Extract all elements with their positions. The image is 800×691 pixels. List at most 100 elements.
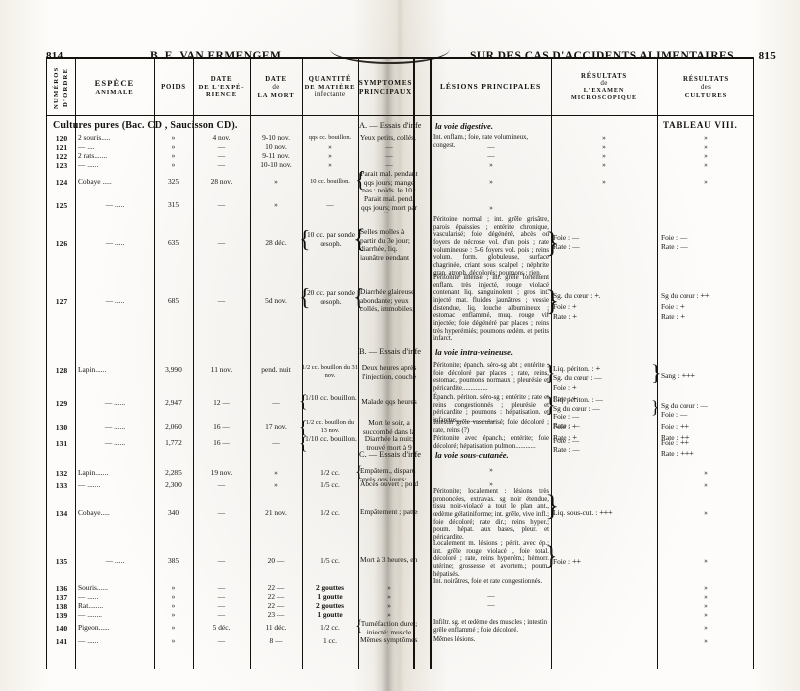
cell-date-exp: — [217, 296, 226, 305]
cell-date-mort: 28 déc. [265, 238, 287, 247]
cell-cultures: » [704, 556, 708, 565]
cell-microscopique: » [602, 133, 606, 142]
table-row: 140 [55, 624, 68, 633]
cell-poids: 340 [167, 508, 180, 517]
cell-microscopique: Foie : ++ [553, 556, 581, 566]
cell-lesions: Mêmes lésions. [433, 636, 476, 643]
cell-date-mort: pend. nuit [261, 365, 291, 374]
header-cultures: RÉSULTATS des CULTURES [683, 76, 729, 99]
table-row: 123 [55, 161, 68, 170]
section-cultures-pures: Cultures pures (Bac. CD , Saucisson CD). [53, 120, 238, 131]
cell-lesions: Infiltr. sg. et œdème des muscles ; inte… [433, 619, 548, 634]
cell-date-exp: 11 nov. [210, 365, 233, 374]
cell-espece: — ...... [78, 592, 99, 601]
cell-quantite: 2 gouttes [315, 601, 345, 610]
header-microscopique: RÉSULTATS de L'EXAMEN MICROSCOPIQUE [570, 72, 638, 102]
cell-cultures: » [704, 468, 708, 477]
section-c-voie: la voie sous-cutanée. [435, 450, 509, 460]
cell-symptomes: Mêmes symptômes....... [360, 636, 418, 644]
cell-lesions: Localement m. lésions ; périt. avec ép.;… [433, 540, 549, 578]
cell-quantite: 1/2 cc. [320, 623, 340, 632]
cell-lesions: — [487, 600, 495, 609]
header-symptomes: SYMPTOMES PRINCIPAUX [358, 79, 413, 96]
cell-symptomes: Parait mal. pendant qqs jours; mange pas… [360, 170, 418, 192]
cell-espece: — ...... [104, 438, 126, 447]
cell-poids: 685 [167, 296, 180, 305]
cell-lesions: » [489, 465, 493, 474]
cell-lesions: — [487, 142, 495, 151]
folio-left: 814 [46, 50, 64, 62]
cell-poids: » [171, 142, 176, 151]
cell-date-mort: 22 — [267, 592, 285, 601]
cell-date-mort: 23 — [267, 610, 285, 619]
cell-date-mort: 8 — [269, 636, 283, 645]
col-sep-2 [154, 59, 155, 669]
cell-symptomes: — [385, 142, 393, 151]
table-row: 130 [55, 423, 68, 432]
cell-symptomes: Empâtem., disparu après qqs jours; poids… [360, 467, 416, 481]
cell-quantite: 1/2 cc. bouillon du 31 nov. [302, 364, 358, 379]
cell-symptomes: Selles molles à partir du 3e jour; diarr… [360, 228, 410, 260]
cell-date-mort: » [274, 468, 278, 477]
cell-quantite: 1 goutte [317, 610, 343, 619]
cell-poids: 2,285 [165, 468, 182, 477]
cell-microscopique: Foie : + Rate : + [553, 421, 577, 442]
cell-microscopique: » [602, 160, 606, 169]
cell-quantite: » [328, 160, 332, 169]
section-b-label: B. — Essais d'infection par [359, 347, 421, 356]
table-row: 137 [55, 593, 68, 602]
col-sep-7 [413, 59, 415, 669]
cell-cultures: Sg du cœur : — Foie : — [661, 401, 708, 419]
cell-espece: — ..... [105, 238, 125, 247]
table-row: 139 [55, 611, 68, 620]
cell-date-mort: » [274, 480, 278, 489]
table-row: 134 [55, 509, 68, 518]
cell-date-exp: — [217, 610, 226, 619]
cell-date-exp: 16 — [213, 438, 230, 447]
cell-quantite: 1/5 cc. [320, 480, 340, 489]
cell-quantite: » [328, 151, 332, 160]
cell-quantite: 1/2 cc. [320, 468, 340, 477]
cell-cultures: » [704, 508, 708, 517]
cell-espece: — ..... [105, 556, 125, 565]
cell-symptomes: Yeux petits, collés, immobiles [360, 134, 418, 142]
cell-lesions: Péritonite; épanch. séro-sg abt ; entéri… [433, 362, 549, 393]
cell-poids: » [171, 610, 176, 619]
cell-poids: 2,060 [165, 422, 182, 431]
cell-poids: » [171, 601, 176, 610]
cell-lesions: Int. noirâtres, foie et rate congestionn… [433, 578, 543, 585]
cell-symptomes: » [387, 583, 391, 592]
cell-date-mort: — [272, 398, 280, 407]
cell-cultures: » [704, 480, 708, 489]
cell-poids: » [171, 636, 176, 645]
cell-quantite: qqs cc. bouillon. [308, 134, 352, 141]
col-sep-9 [551, 59, 552, 669]
cell-date-mort: 22 — [267, 601, 285, 610]
col-sep-4 [250, 59, 251, 669]
cell-lesions: Int. enflam.; foie, rate volumineux, con… [433, 134, 529, 150]
cell-microscopique: Sg. du cœur : +. Foie : + Rate : + [553, 290, 601, 322]
table-row: 122 [55, 152, 68, 161]
cell-cultures: » [704, 133, 708, 142]
cell-poids: » [171, 592, 176, 601]
cell-symptomes: » [387, 610, 391, 619]
cell-date-mort: 17 nov. [265, 422, 287, 431]
cell-poids: 325 [167, 177, 180, 186]
cell-cultures: » [704, 623, 708, 632]
cell-poids: » [171, 151, 176, 160]
cell-date-exp: — [217, 601, 226, 610]
cell-symptomes: — [385, 151, 393, 160]
cell-cultures: » [704, 592, 708, 601]
cell-symptomes: Parait mal. pend. qqs jours; mort par af… [360, 195, 418, 213]
cell-microscopique: Liq. périton. : — Sg du cœur : — Foie : — R… [553, 395, 603, 431]
cell-date-mort: 22 — [267, 583, 285, 592]
cell-espece: 2 rats....... [78, 151, 108, 160]
col-sep-10 [657, 59, 658, 669]
table-header: NUMÉROS D'ORDRE ESPÈCE ANIMALE POIDS DAT… [47, 59, 753, 116]
cell-poids: 315 [167, 200, 180, 209]
cell-lesions: — [487, 591, 495, 600]
cell-symptomes: Deux heures après l'injection, couché su… [361, 364, 417, 380]
header-quantite: QUANTITÉ DE MATIÈRE infectante [304, 76, 356, 99]
header-poids: POIDS [161, 83, 186, 91]
cell-cultures: » [704, 160, 708, 169]
